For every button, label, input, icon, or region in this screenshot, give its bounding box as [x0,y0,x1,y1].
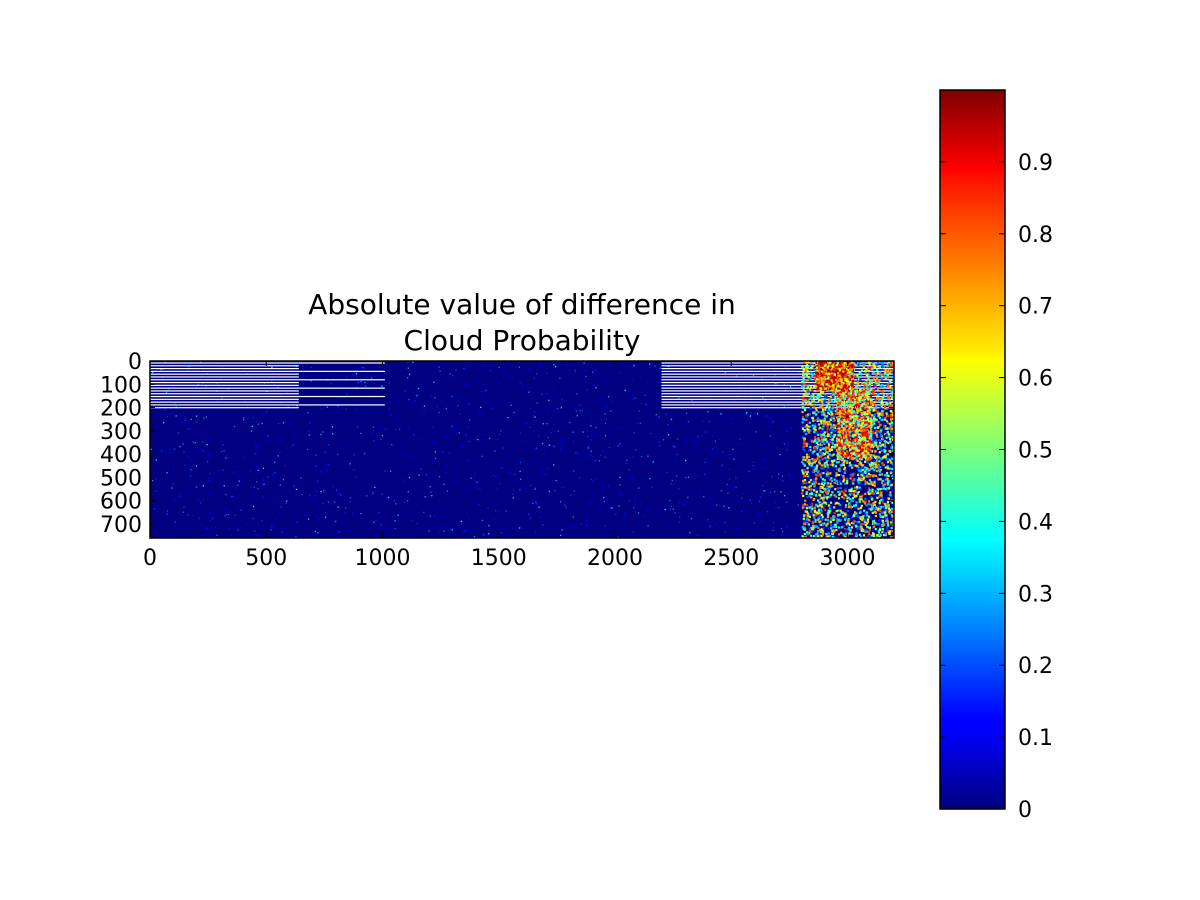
x-axis: 0 500 1000 1500 2000 2500 3000 [143,361,876,571]
colorbar-tick-label: 0.5 [1018,439,1053,464]
x-tick-label: 1000 [355,546,411,571]
stripe-region-3 [747,362,808,409]
hot-region-2 [835,389,873,461]
x-tick-label: 3000 [820,546,876,571]
x-tick-label: 0 [143,546,157,571]
stripe-region-2 [661,362,748,409]
stripe-region-0 [150,362,299,409]
colorbar-tick-label: 0.1 [1018,726,1053,751]
colorbar-tick-label: 0 [1018,798,1032,823]
y-tick-label: 200 [100,397,142,422]
hot-region-1 [815,361,855,392]
colorbar-tick-label: 0.7 [1018,295,1053,320]
x-tick-label: 500 [245,546,287,571]
colorbar-tick-label: 0.8 [1018,223,1053,248]
plot-frame [149,360,895,539]
y-tick-label: 400 [100,443,142,468]
colorbar-tick-label: 0.4 [1018,510,1053,535]
y-tick-label: 100 [100,373,142,398]
colorbar-tick-label: 0.9 [1018,151,1053,176]
y-tick-label: 500 [100,466,142,491]
colorbar-tick-label: 0.2 [1018,654,1053,679]
colorbar [939,89,1006,810]
y-tick-label: 700 [100,513,142,538]
chart-title-line-1: Absolute value of difference in [308,288,736,321]
chart-title-line-2: Cloud Probability [404,324,641,357]
stripe-region-1 [298,362,385,406]
colorbar-axis: 0 0.1 0.2 0.3 0.4 0.5 0.6 0.7 0.8 0.9 [940,151,1053,823]
y-tick-label: 0 [128,350,142,375]
x-tick-label: 2500 [703,546,759,571]
colorbar-tick-label: 0.3 [1018,582,1053,607]
x-tick-label: 2000 [587,546,643,571]
heatmap-image [150,361,894,538]
x-tick-label: 1500 [471,546,527,571]
colorbar-tick-label: 0.6 [1018,367,1053,392]
y-tick-label: 600 [100,490,142,515]
y-tick-label: 300 [100,420,142,445]
